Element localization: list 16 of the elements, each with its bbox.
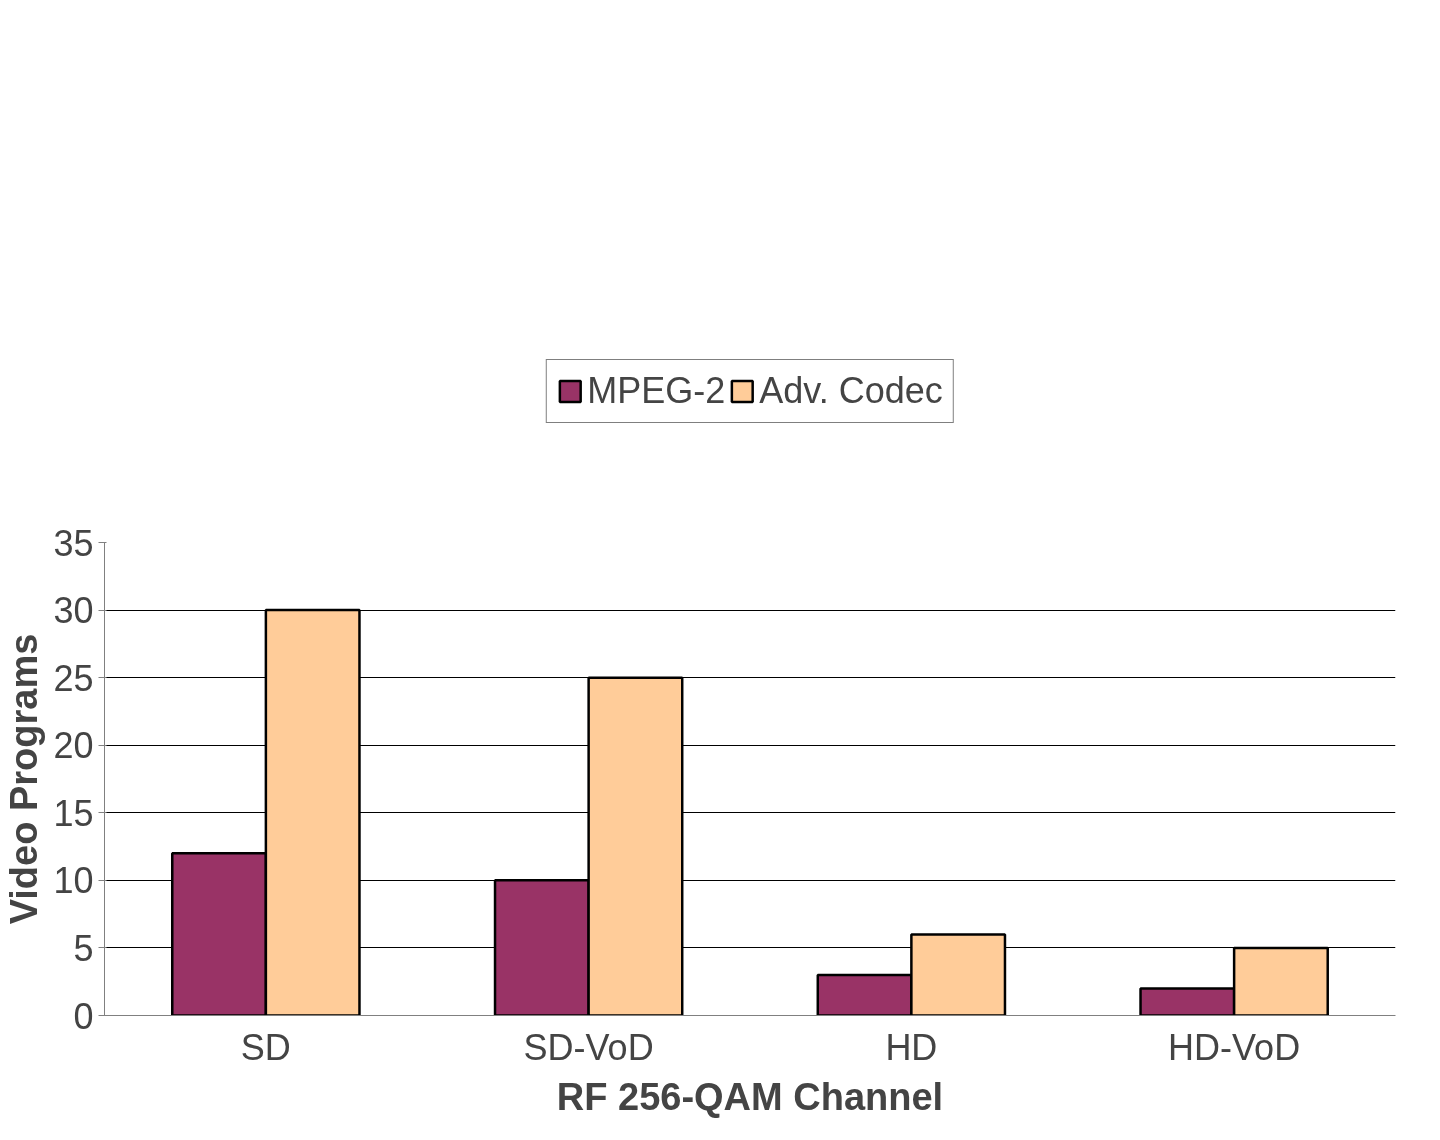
y-tick-label: 20 <box>53 725 94 767</box>
x-tick-label: HD-VoD <box>1168 1026 1301 1068</box>
x-tick-label: SD <box>240 1026 291 1068</box>
y-axis-title: Video Programs <box>3 633 46 925</box>
y-tick-label: 15 <box>53 792 94 834</box>
x-tick-label: HD <box>885 1026 938 1068</box>
x-axis-title: RF 256-QAM Channel <box>556 1075 944 1118</box>
legend-label: MPEG-2 <box>587 369 726 412</box>
y-tick-label: 10 <box>53 860 94 902</box>
y-tick-label: 30 <box>53 590 94 632</box>
y-tick-label: 35 <box>53 522 94 564</box>
y-tick-label: 25 <box>53 657 94 699</box>
x-tick-label: SD-VoD <box>523 1026 654 1068</box>
y-tick-label: 0 <box>73 995 94 1037</box>
legend-label: Adv. Codec <box>759 369 943 412</box>
y-tick-label: 5 <box>73 927 94 969</box>
